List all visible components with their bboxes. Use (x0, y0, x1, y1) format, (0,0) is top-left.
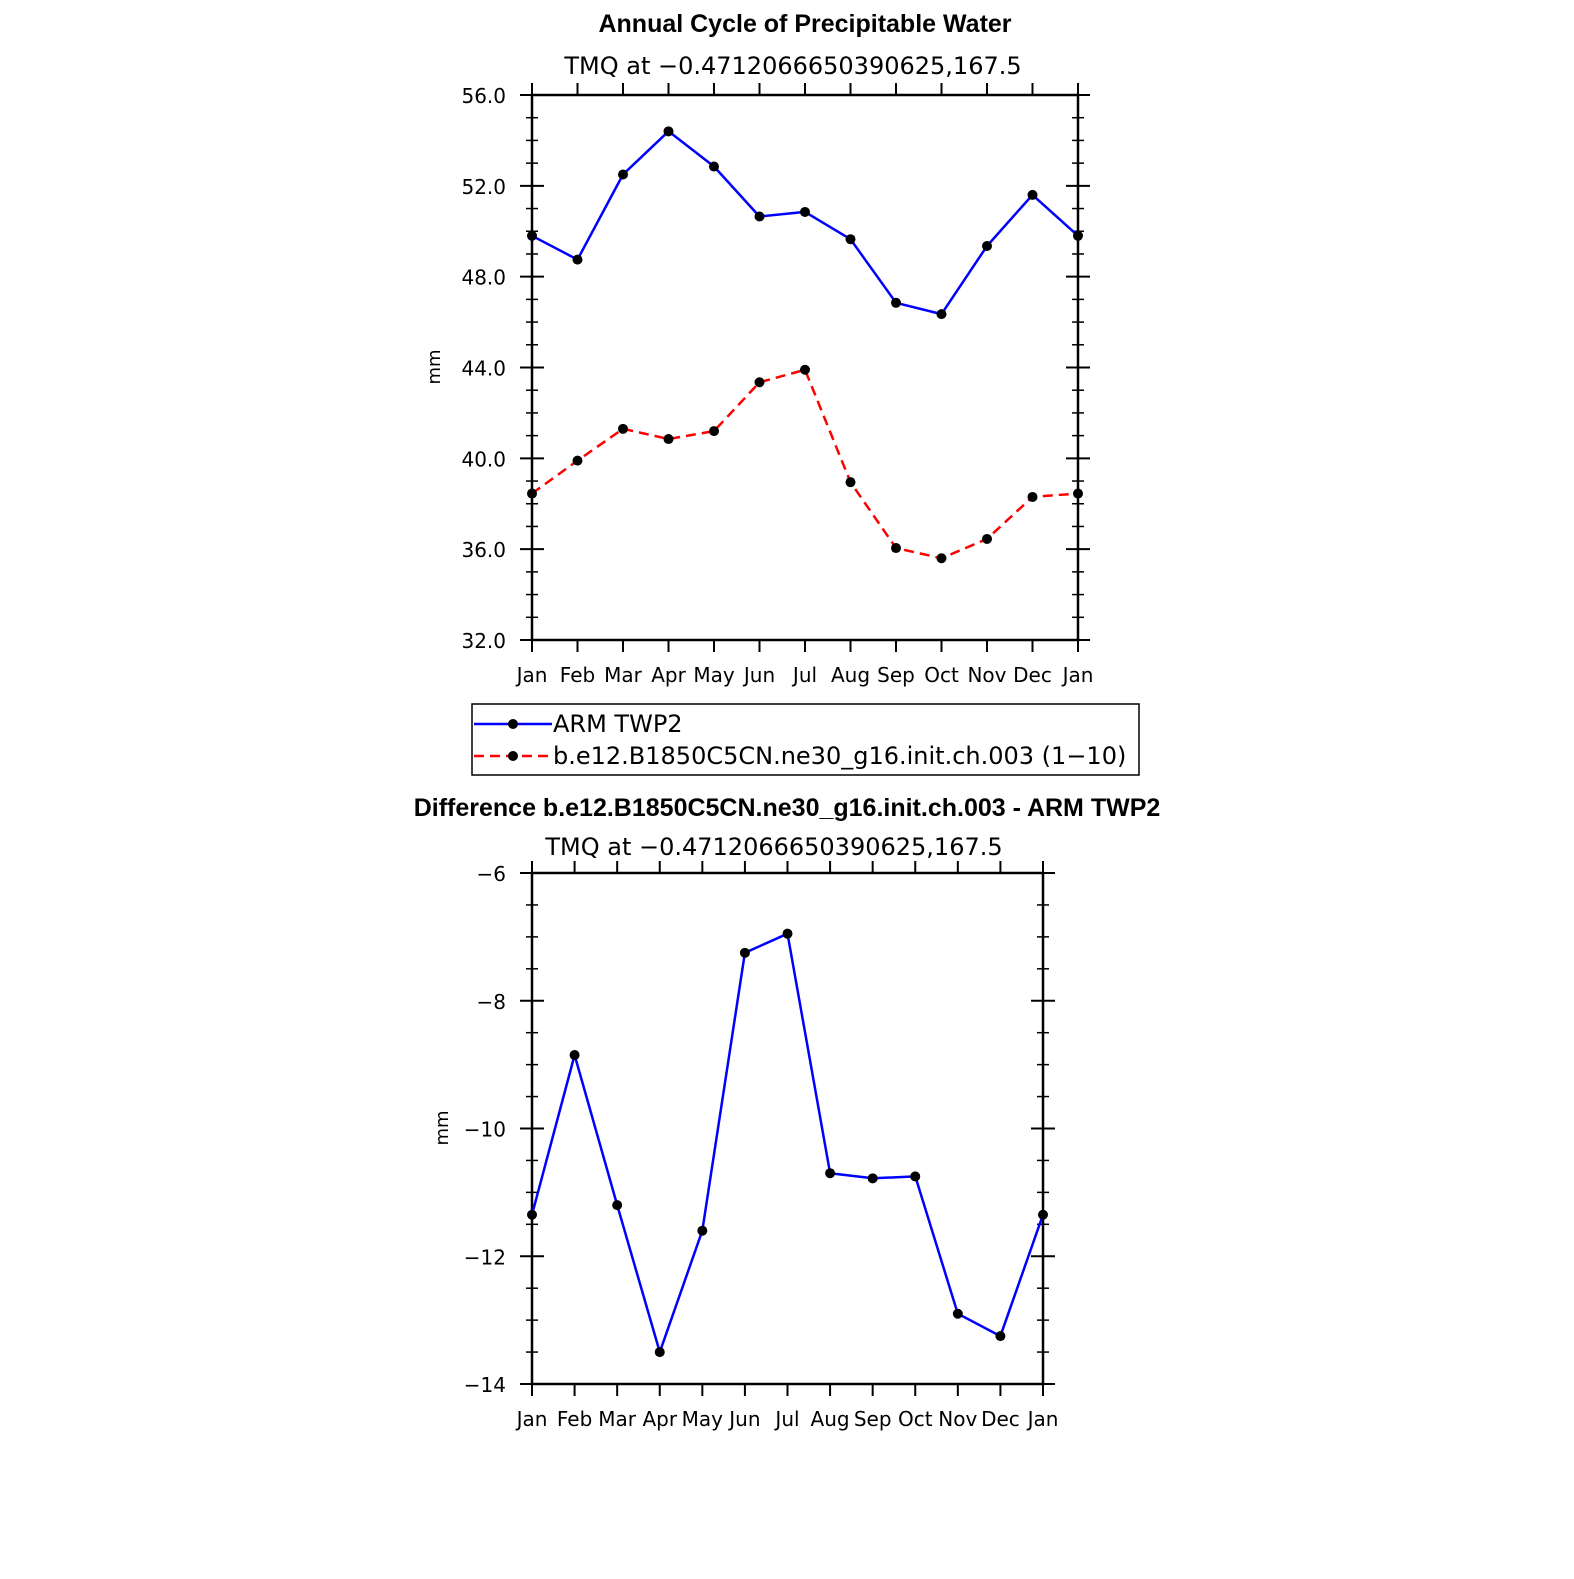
chart1-series-1-point (527, 488, 537, 499)
chart2-xtick-label: Jan (1026, 1407, 1059, 1431)
chart2-xtick-label: Jun (727, 1407, 760, 1431)
chart2-ytick-label: −10 (464, 1118, 506, 1142)
chart1-xtick-label: Apr (651, 663, 686, 687)
chart2-subtitle: TMQ at −0.4712066650390625,167.5 (544, 833, 1002, 861)
chart1-series-0-point (800, 206, 810, 217)
chart1-plot: Jan Feb Mar Apr May Jun Jul Aug Sep Oct Nov Dec Jan 3… (461, 83, 1093, 687)
chart2-series-0-point (527, 1209, 537, 1220)
chart2-xtick-label: May (682, 1407, 724, 1431)
chart2-series-0-point (612, 1200, 623, 1211)
chart1-xtick-label: Feb (560, 663, 595, 687)
chart2-ylabel: mm (432, 1110, 453, 1145)
chart1-title: Annual Cycle of Precipitable Water (598, 10, 1011, 38)
chart1-xtick-label: Jul (791, 663, 817, 687)
chart2-series-0-point (995, 1331, 1006, 1342)
chart1-series-1-point (663, 434, 674, 445)
chart1-xtick-label: Nov (967, 663, 1006, 687)
chart1-series-0-point (663, 126, 674, 137)
chart2-xtick-label: Sep (854, 1407, 892, 1431)
chart2-xtick-label: Nov (938, 1407, 977, 1431)
chart2-series-0-point (569, 1050, 580, 1061)
chart1-ytick-label: 32.0 (461, 629, 506, 653)
chart2-series-0-point (867, 1173, 878, 1184)
chart1-xtick-label: Aug (831, 663, 870, 687)
chart1-xtick-label: Sep (877, 663, 915, 687)
chart2-series-0-point (782, 928, 793, 939)
chart2-xtick-label: Dec (981, 1407, 1020, 1431)
chart2-xtick-label: Mar (598, 1407, 637, 1431)
legend-label-arm-twp2: ARM TWP2 (553, 710, 683, 738)
chart1-series-0-point (891, 297, 901, 308)
legend-marker-model (508, 751, 518, 761)
chart1-series-0-point (845, 234, 856, 245)
chart1-xtick-label: May (693, 663, 735, 687)
chart1-series-1-point (800, 364, 810, 375)
chart1-ytick-label: 44.0 (461, 357, 506, 381)
chart1-series-1-point (982, 533, 992, 544)
chart2-series-0-point (910, 1171, 921, 1182)
chart1-series-0-point (1073, 230, 1083, 241)
chart1-xtick-label: Mar (604, 663, 643, 687)
chart1-series-1-point (618, 423, 628, 434)
chart1-subtitle: TMQ at −0.4712066650390625,167.5 (563, 52, 1021, 80)
chart1-series-1-point (1027, 491, 1038, 502)
chart1-series-0-point (936, 309, 947, 320)
chart1-ytick-label: 48.0 (461, 266, 506, 290)
legend-marker-arm-twp2 (508, 719, 518, 729)
legend-label-model: b.e12.B1850C5CN.ne30_g16.init.ch.003 (1−… (553, 742, 1126, 770)
chart1-legend: ARM TWP2 b.e12.B1850C5CN.ne30_g16.init.c… (471, 703, 1140, 776)
chart1-series-line-1 (531, 368, 1079, 560)
chart1-ytick-label: 36.0 (461, 538, 506, 562)
chart1-xtick-label: Dec (1013, 663, 1052, 687)
legend-frame (471, 703, 1140, 776)
chart2-series-0-point (697, 1225, 708, 1236)
chart2-series-0-point (739, 947, 750, 958)
chart1-series-0-point (1027, 189, 1038, 200)
chart1-series-1-point (709, 426, 719, 437)
chart2-xtick-label: Jul (773, 1407, 799, 1431)
chart1-xtick-label: Jan (515, 663, 548, 687)
chart1-series-1-point (936, 553, 947, 564)
chart2-ytick-label: −8 (477, 990, 506, 1014)
chart2-plot-frame (530, 871, 1045, 1386)
chart1-series-line-0 (531, 130, 1079, 316)
chart2-xtick-label: Apr (642, 1407, 677, 1431)
chart1-xtick-label: Jan (1061, 663, 1094, 687)
chart2-series-line-0 (530, 932, 1045, 1354)
chart1-series-1-point (754, 377, 765, 388)
chart2-xtick-label: Oct (898, 1407, 933, 1431)
chart2-xtick-label: Jan (515, 1407, 548, 1431)
chart2-series-0-point (654, 1347, 665, 1358)
chart1-series-0-point (754, 211, 765, 222)
chart1-series-0-point (618, 169, 628, 180)
chart2-ytick-label: −6 (477, 862, 506, 886)
chart2-xtick-label: Feb (557, 1407, 592, 1431)
chart1-ytick-label: 40.0 (461, 447, 506, 471)
chart1-ylabel: mm (424, 349, 445, 384)
chart1-series-1-point (891, 543, 901, 554)
chart1-series-1-point (572, 455, 583, 466)
chart1-series-0-point (709, 161, 719, 172)
chart2-plot: Jan Feb Mar Apr May Jun Jul Aug Sep Oct Nov Dec Jan−… (464, 861, 1059, 1431)
chart2-xtick-label: Aug (811, 1407, 850, 1431)
chart1-series-0-point (982, 241, 992, 252)
chart2-series-0-point (952, 1308, 963, 1319)
chart2-series-0-point (825, 1168, 836, 1179)
chart1-xtick-label: Oct (924, 663, 959, 687)
chart1-ytick-label: 56.0 (461, 84, 506, 108)
chart1-ytick-label: 52.0 (461, 175, 506, 199)
chart2-title: Difference b.e12.B1850C5CN.ne30_g16.init… (414, 794, 1161, 822)
chart2-series-0-point (1038, 1209, 1048, 1220)
chart1-series-0-point (572, 254, 583, 265)
chart2-ytick-label: −14 (464, 1373, 506, 1397)
chart1-series-1-point (1073, 488, 1083, 499)
chart1-series-0-point (527, 230, 537, 241)
chart1-xtick-label: Jun (742, 663, 775, 687)
chart1-series-1-point (845, 477, 856, 488)
chart2-ytick-label: −12 (464, 1245, 506, 1269)
